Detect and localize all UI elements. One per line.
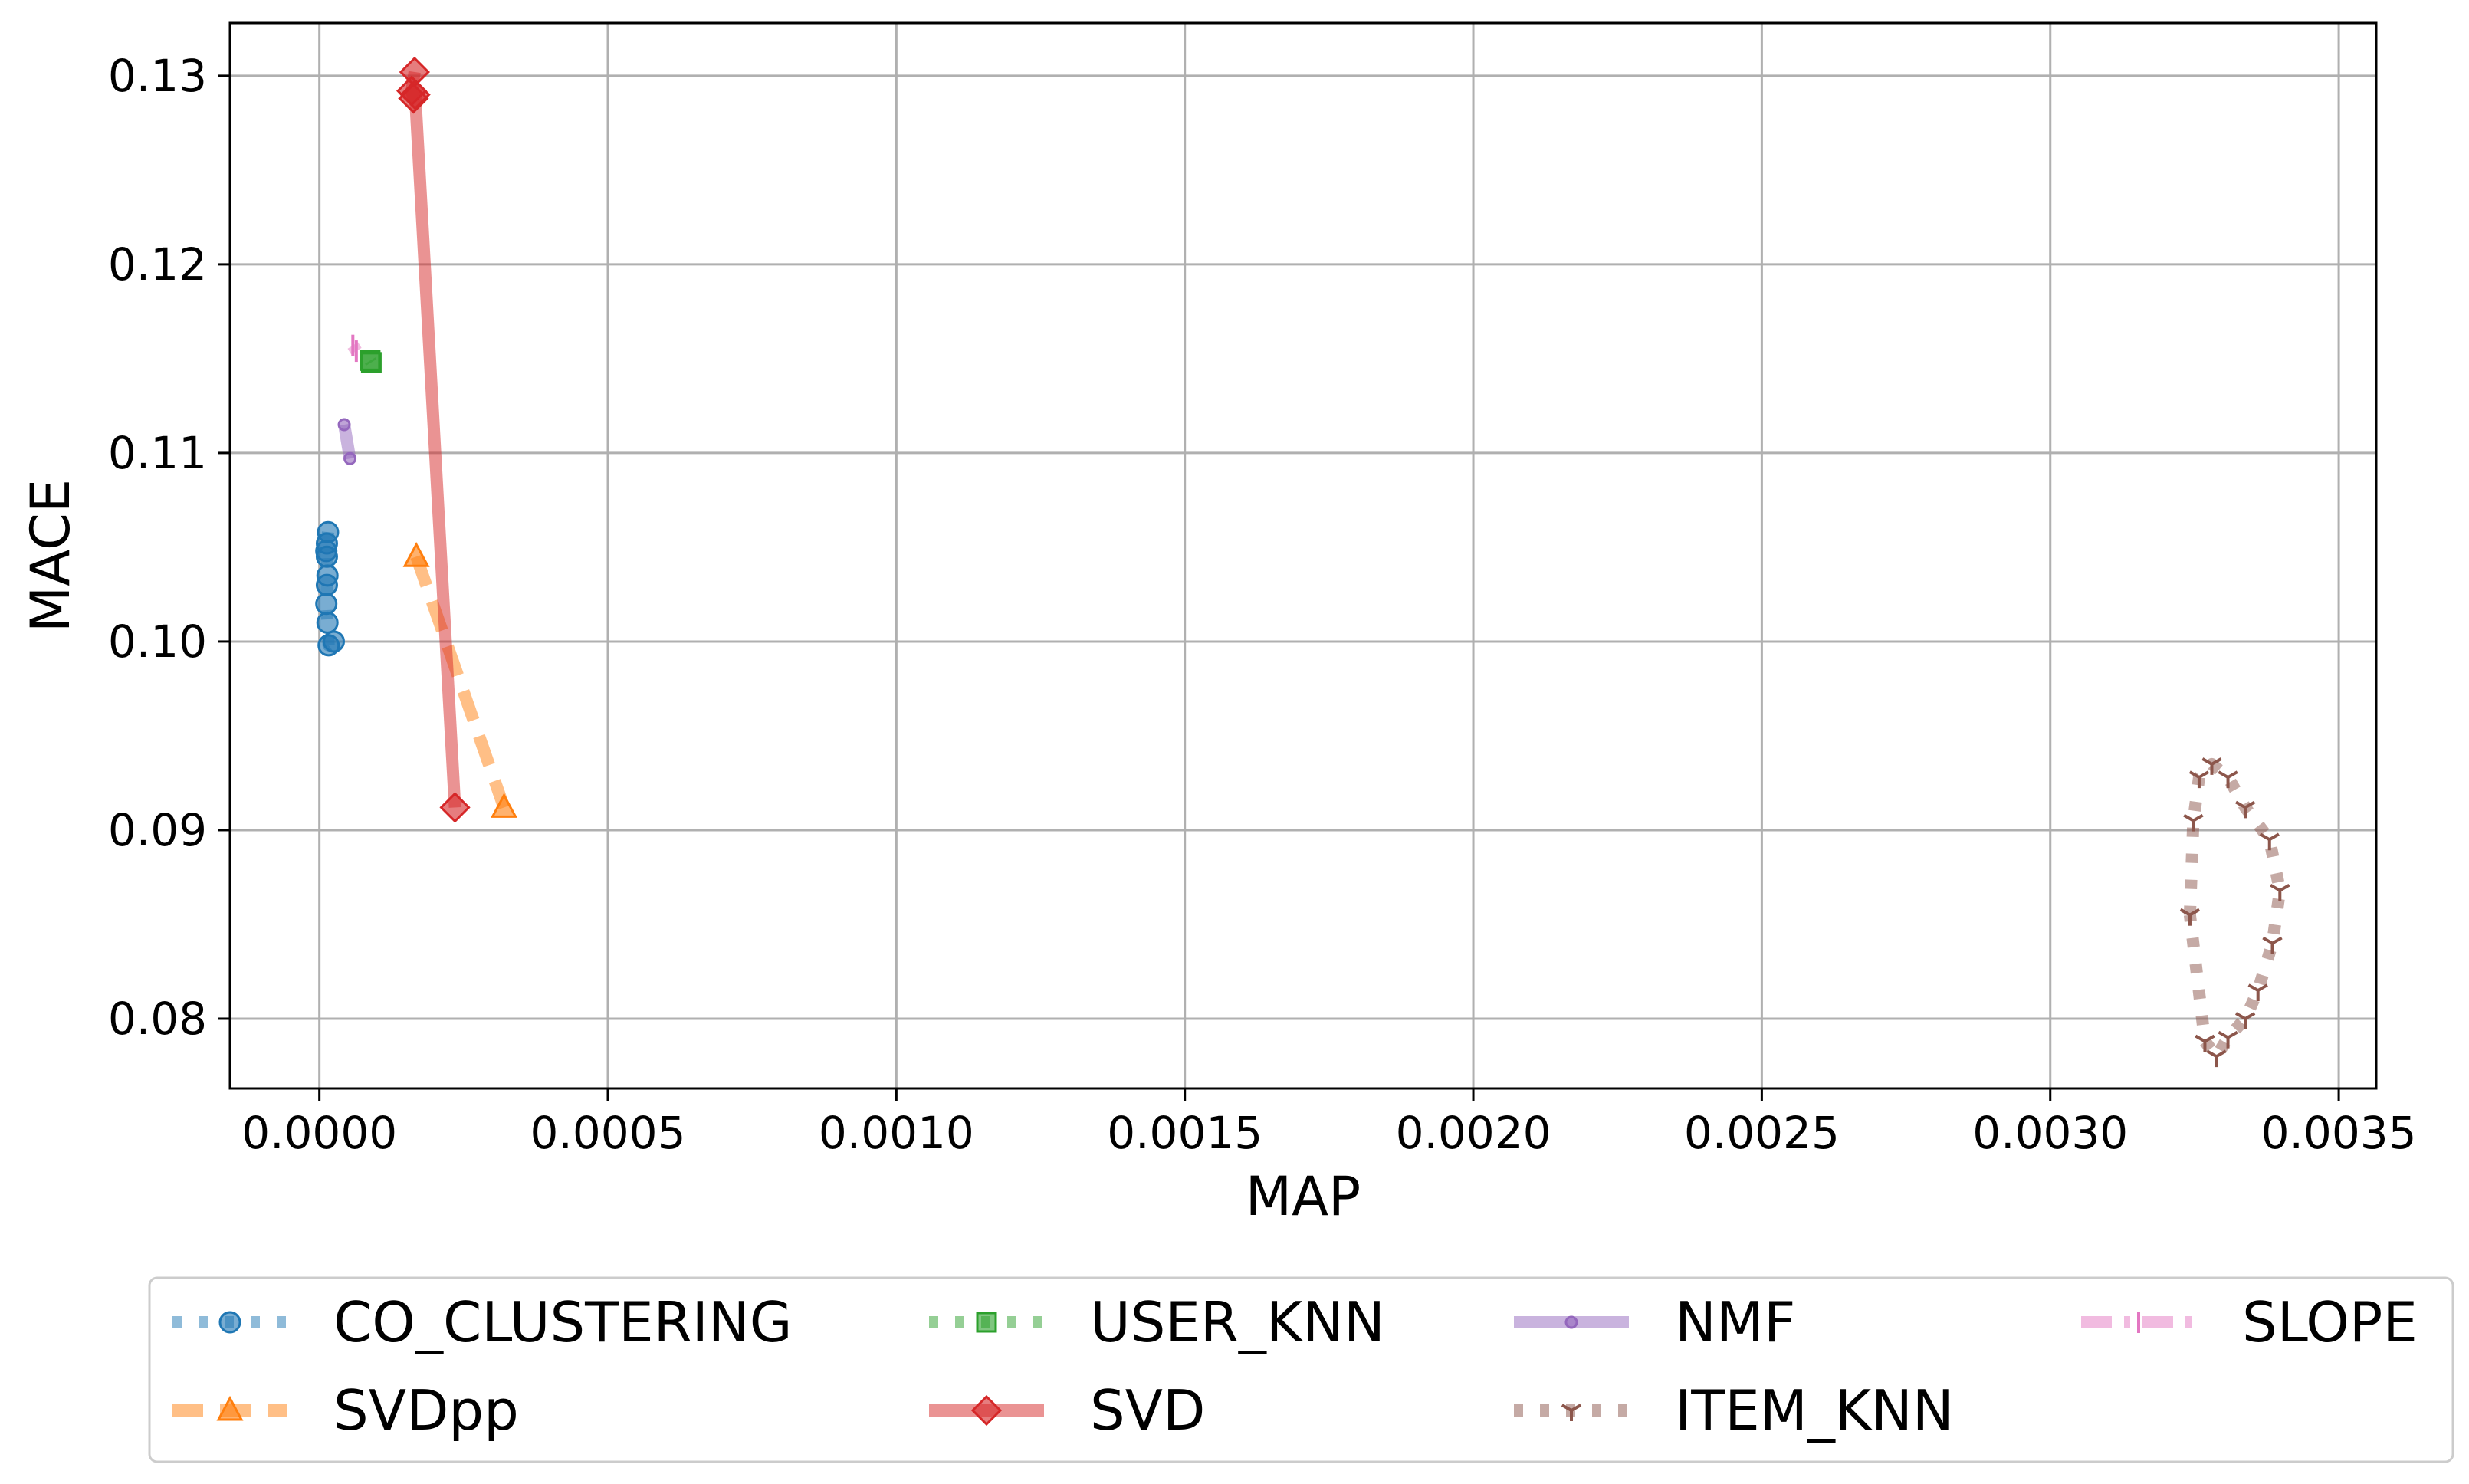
legend-label-svd: SVD [1090, 1378, 1205, 1443]
plot-frame [228, 21, 2378, 1090]
legend-marker-svdpp [216, 1395, 244, 1421]
legend-label-slope: SLOPE [2242, 1290, 2418, 1354]
data-point-item-knn [2218, 1030, 2238, 1049]
legend-box [148, 1276, 2454, 1463]
y-tick-label: 0.09 [108, 804, 207, 856]
grid [230, 23, 2376, 1088]
x-tick-label: 0.0020 [1396, 1107, 1551, 1159]
data-point-co-clustering [315, 573, 338, 596]
data-point-item-knn [2234, 800, 2256, 819]
data-point-svdpp [491, 793, 518, 818]
data-point-item-knn [2247, 983, 2268, 1002]
x-tick-label: 0.0025 [1684, 1107, 1840, 1159]
data-point-user-knn [360, 352, 382, 373]
x-tick-label: 0.0010 [819, 1107, 974, 1159]
data-point-co-clustering [315, 545, 338, 568]
y-axis-title: MACE [19, 479, 82, 632]
data-point-item-knn [2206, 1049, 2227, 1068]
legend-label-co-clustering: CO_CLUSTERING [333, 1290, 793, 1354]
x-tick-label: 0.0035 [2261, 1107, 2417, 1159]
series-lines [320, 71, 2287, 1063]
series-line-svdpp [410, 554, 511, 810]
data-point-item-knn [2179, 908, 2201, 926]
legend-label-item-knn: ITEM_KNN [1675, 1378, 1954, 1443]
legend: CO_CLUSTERING SVDpp USER_KNN SVD NMF ITEM_KNN… [148, 1276, 2454, 1463]
x-tick-label: 0.0030 [1972, 1107, 2128, 1159]
x-axis-ticks: 0.0000 0.0005 0.0010 0.0015 0.0020 0.0025 0.00… [241, 1088, 2417, 1159]
data-point-nmf [343, 451, 357, 465]
legend-label-user-knn: USER_KNN [1090, 1290, 1385, 1354]
legend-marker-co-clustering [218, 1311, 241, 1334]
y-tick-label: 0.12 [108, 238, 207, 291]
data-point-svd [399, 79, 431, 110]
data-point-item-knn [2183, 813, 2204, 832]
series-marks [315, 56, 2290, 1068]
data-point-svd [439, 792, 471, 823]
x-tick-label: 0.0005 [530, 1107, 686, 1159]
y-axis-ticks: 0.08 0.09 0.10 0.11 0.12 0.13 [108, 50, 230, 1045]
data-point-item-knn [2270, 883, 2290, 901]
y-tick-label: 0.10 [108, 616, 207, 668]
data-point-item-knn [2195, 1034, 2215, 1052]
data-point-item-knn [2262, 936, 2283, 954]
y-tick-label: 0.13 [108, 50, 207, 102]
x-axis-title: MAP [1246, 1165, 1361, 1228]
data-point-co-clustering [316, 611, 339, 634]
x-tick-label: 0.0000 [241, 1107, 397, 1159]
x-tick-label: 0.0015 [1107, 1107, 1262, 1159]
data-point-svdpp [402, 542, 430, 567]
series-line-svd [405, 71, 461, 808]
data-point-nmf [337, 418, 351, 432]
data-point-item-knn [2259, 832, 2280, 851]
legend-marker-user-knn [976, 1312, 997, 1333]
data-point-item-knn [2201, 757, 2222, 775]
legend-label-svdpp: SVDpp [333, 1378, 519, 1443]
y-tick-label: 0.11 [108, 427, 207, 479]
y-tick-label: 0.08 [108, 993, 207, 1045]
legend-label-nmf: NMF [1675, 1290, 1795, 1354]
data-point-item-knn [2218, 770, 2238, 789]
legend-marker-item-knn [1561, 1404, 1582, 1421]
series-line-item-knn [2183, 757, 2287, 1063]
legend-marker-svd [970, 1394, 1003, 1427]
legend-marker-nmf [1564, 1315, 1578, 1329]
data-point-item-knn [2188, 770, 2210, 789]
data-point-co-clustering [315, 593, 338, 616]
data-point-item-knn [2234, 1012, 2256, 1029]
data-point-co-clustering [322, 630, 345, 653]
